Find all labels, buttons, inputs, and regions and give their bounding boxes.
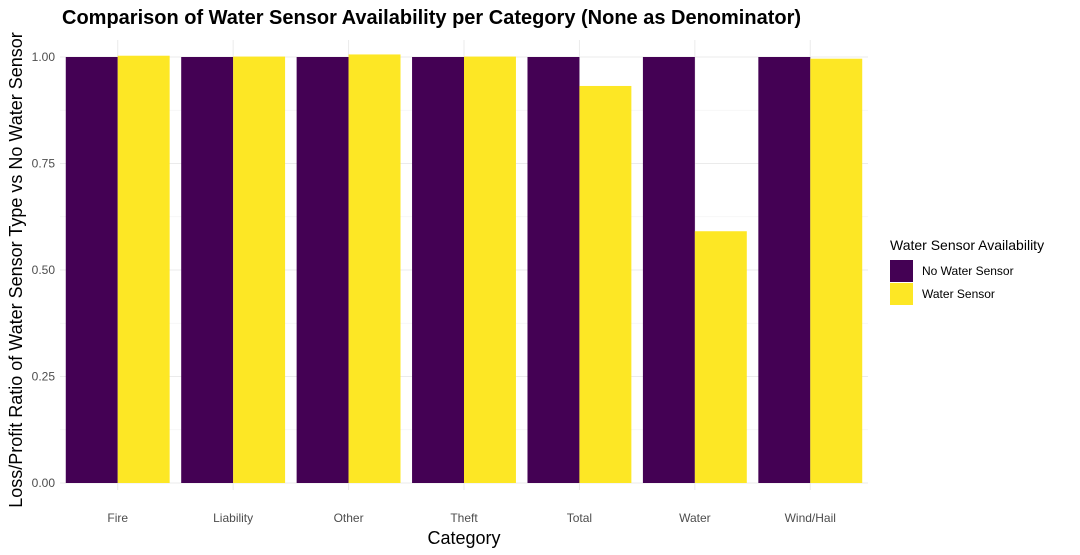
y-tick-label: 0.75 [32, 157, 56, 171]
legend-label: Water Sensor [922, 287, 995, 301]
legend-items: No Water Sensor Water Sensor [890, 260, 1014, 305]
bars [65, 54, 863, 484]
y-tick-label: 0.50 [32, 263, 56, 277]
y-tick-label: 0.25 [32, 370, 56, 384]
x-tick-label: Fire [107, 511, 128, 525]
legend-title: Water Sensor Availability [890, 237, 1044, 253]
x-axis-ticks: Fire Liability Other Theft Total Water Wind/Ha… [107, 511, 836, 525]
bar [464, 56, 516, 483]
bar [758, 57, 811, 483]
bar [65, 57, 118, 483]
legend-label: No Water Sensor [922, 264, 1014, 278]
bar [348, 54, 401, 483]
y-tick-label: 0.00 [32, 476, 56, 490]
bar [233, 56, 286, 483]
bar [642, 57, 695, 483]
legend: Water Sensor Availability No Water Senso… [890, 237, 1044, 305]
y-axis-ticks: 0.00 0.25 0.50 0.75 1.00 [32, 50, 56, 490]
chart-title: Comparison of Water Sensor Availability … [62, 7, 801, 29]
x-axis-title: Category [427, 528, 500, 548]
bar [810, 58, 863, 483]
y-tick-label: 1.00 [32, 50, 56, 64]
bar [527, 57, 580, 483]
bar [412, 57, 464, 483]
y-axis-title: Loss/Profit Ratio of Water Sensor Type v… [6, 32, 26, 508]
bar [694, 231, 747, 483]
legend-swatch [890, 283, 913, 305]
bar [117, 55, 170, 484]
legend-swatch [890, 260, 913, 282]
bar [579, 85, 632, 483]
x-tick-label: Liability [213, 511, 253, 525]
x-tick-label: Total [567, 511, 592, 525]
x-tick-label: Theft [450, 511, 478, 525]
x-tick-label: Water [679, 511, 711, 525]
x-tick-label: Wind/Hail [785, 511, 836, 525]
bar [181, 57, 234, 483]
bar [296, 57, 349, 483]
x-tick-label: Other [334, 511, 364, 525]
